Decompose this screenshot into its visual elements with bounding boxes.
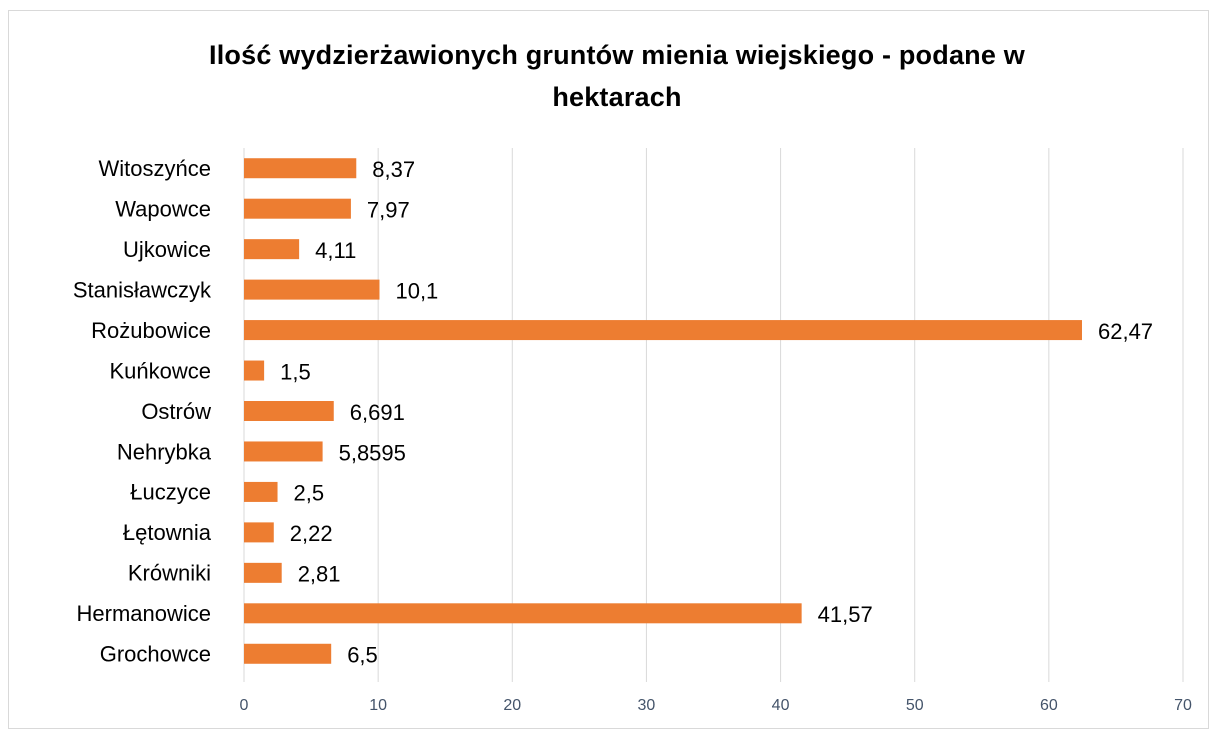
x-tick-label: 60 [1040, 697, 1058, 714]
bar [244, 279, 380, 300]
y-tick-label: Hermanowice [77, 601, 212, 626]
bar [244, 643, 332, 664]
data-label: 1,5 [280, 359, 311, 384]
y-tick-label: Ostrów [141, 399, 211, 424]
y-tick-label: Nehrybka [117, 439, 212, 464]
data-label: 62,47 [1098, 319, 1153, 344]
data-label: 6,691 [350, 400, 405, 425]
x-tick-label: 50 [906, 697, 924, 714]
x-tick-label: 40 [772, 697, 790, 714]
y-tick-label: Rożubowice [91, 318, 211, 343]
data-label: 4,11 [315, 238, 356, 263]
data-label: 41,57 [818, 602, 873, 627]
y-tick-label: Witoszyńce [99, 156, 211, 181]
y-tick-label: Łętownia [123, 520, 212, 545]
bar [244, 562, 282, 583]
y-tick-label: Stanisławczyk [73, 277, 212, 302]
data-label: 10,1 [395, 278, 438, 303]
data-label: 5,8595 [339, 440, 406, 465]
bar [244, 360, 265, 381]
bar [244, 320, 1082, 341]
data-label: 6,5 [347, 643, 378, 668]
y-tick-label: Wapowce [115, 197, 211, 222]
x-tick-label: 10 [369, 697, 387, 714]
data-label: 2,22 [290, 521, 333, 546]
bar [244, 603, 802, 624]
data-label: 8,37 [372, 157, 415, 182]
bar [244, 441, 323, 462]
y-tick-label: Kuńkowce [109, 358, 211, 383]
x-tick-label: 30 [638, 697, 656, 714]
data-label: 2,5 [294, 481, 325, 506]
data-label: 7,97 [367, 198, 410, 223]
bar [244, 522, 274, 543]
data-label: 2,81 [298, 562, 341, 587]
bar [244, 481, 278, 502]
y-tick-label: Krówniki [128, 561, 211, 586]
bar [244, 401, 334, 421]
y-tick-label: Łuczyce [130, 480, 211, 505]
chart-title: Ilość wydzierżawionych gruntów mienia wi… [209, 40, 1025, 112]
bar [244, 158, 357, 179]
bar [244, 239, 300, 260]
x-tick-label: 0 [240, 697, 249, 714]
y-tick-label: Ujkowice [123, 237, 211, 262]
y-tick-label: Grochowce [100, 642, 211, 667]
x-tick-label: 70 [1174, 697, 1192, 714]
bar [244, 198, 351, 219]
x-tick-label: 20 [503, 697, 521, 714]
